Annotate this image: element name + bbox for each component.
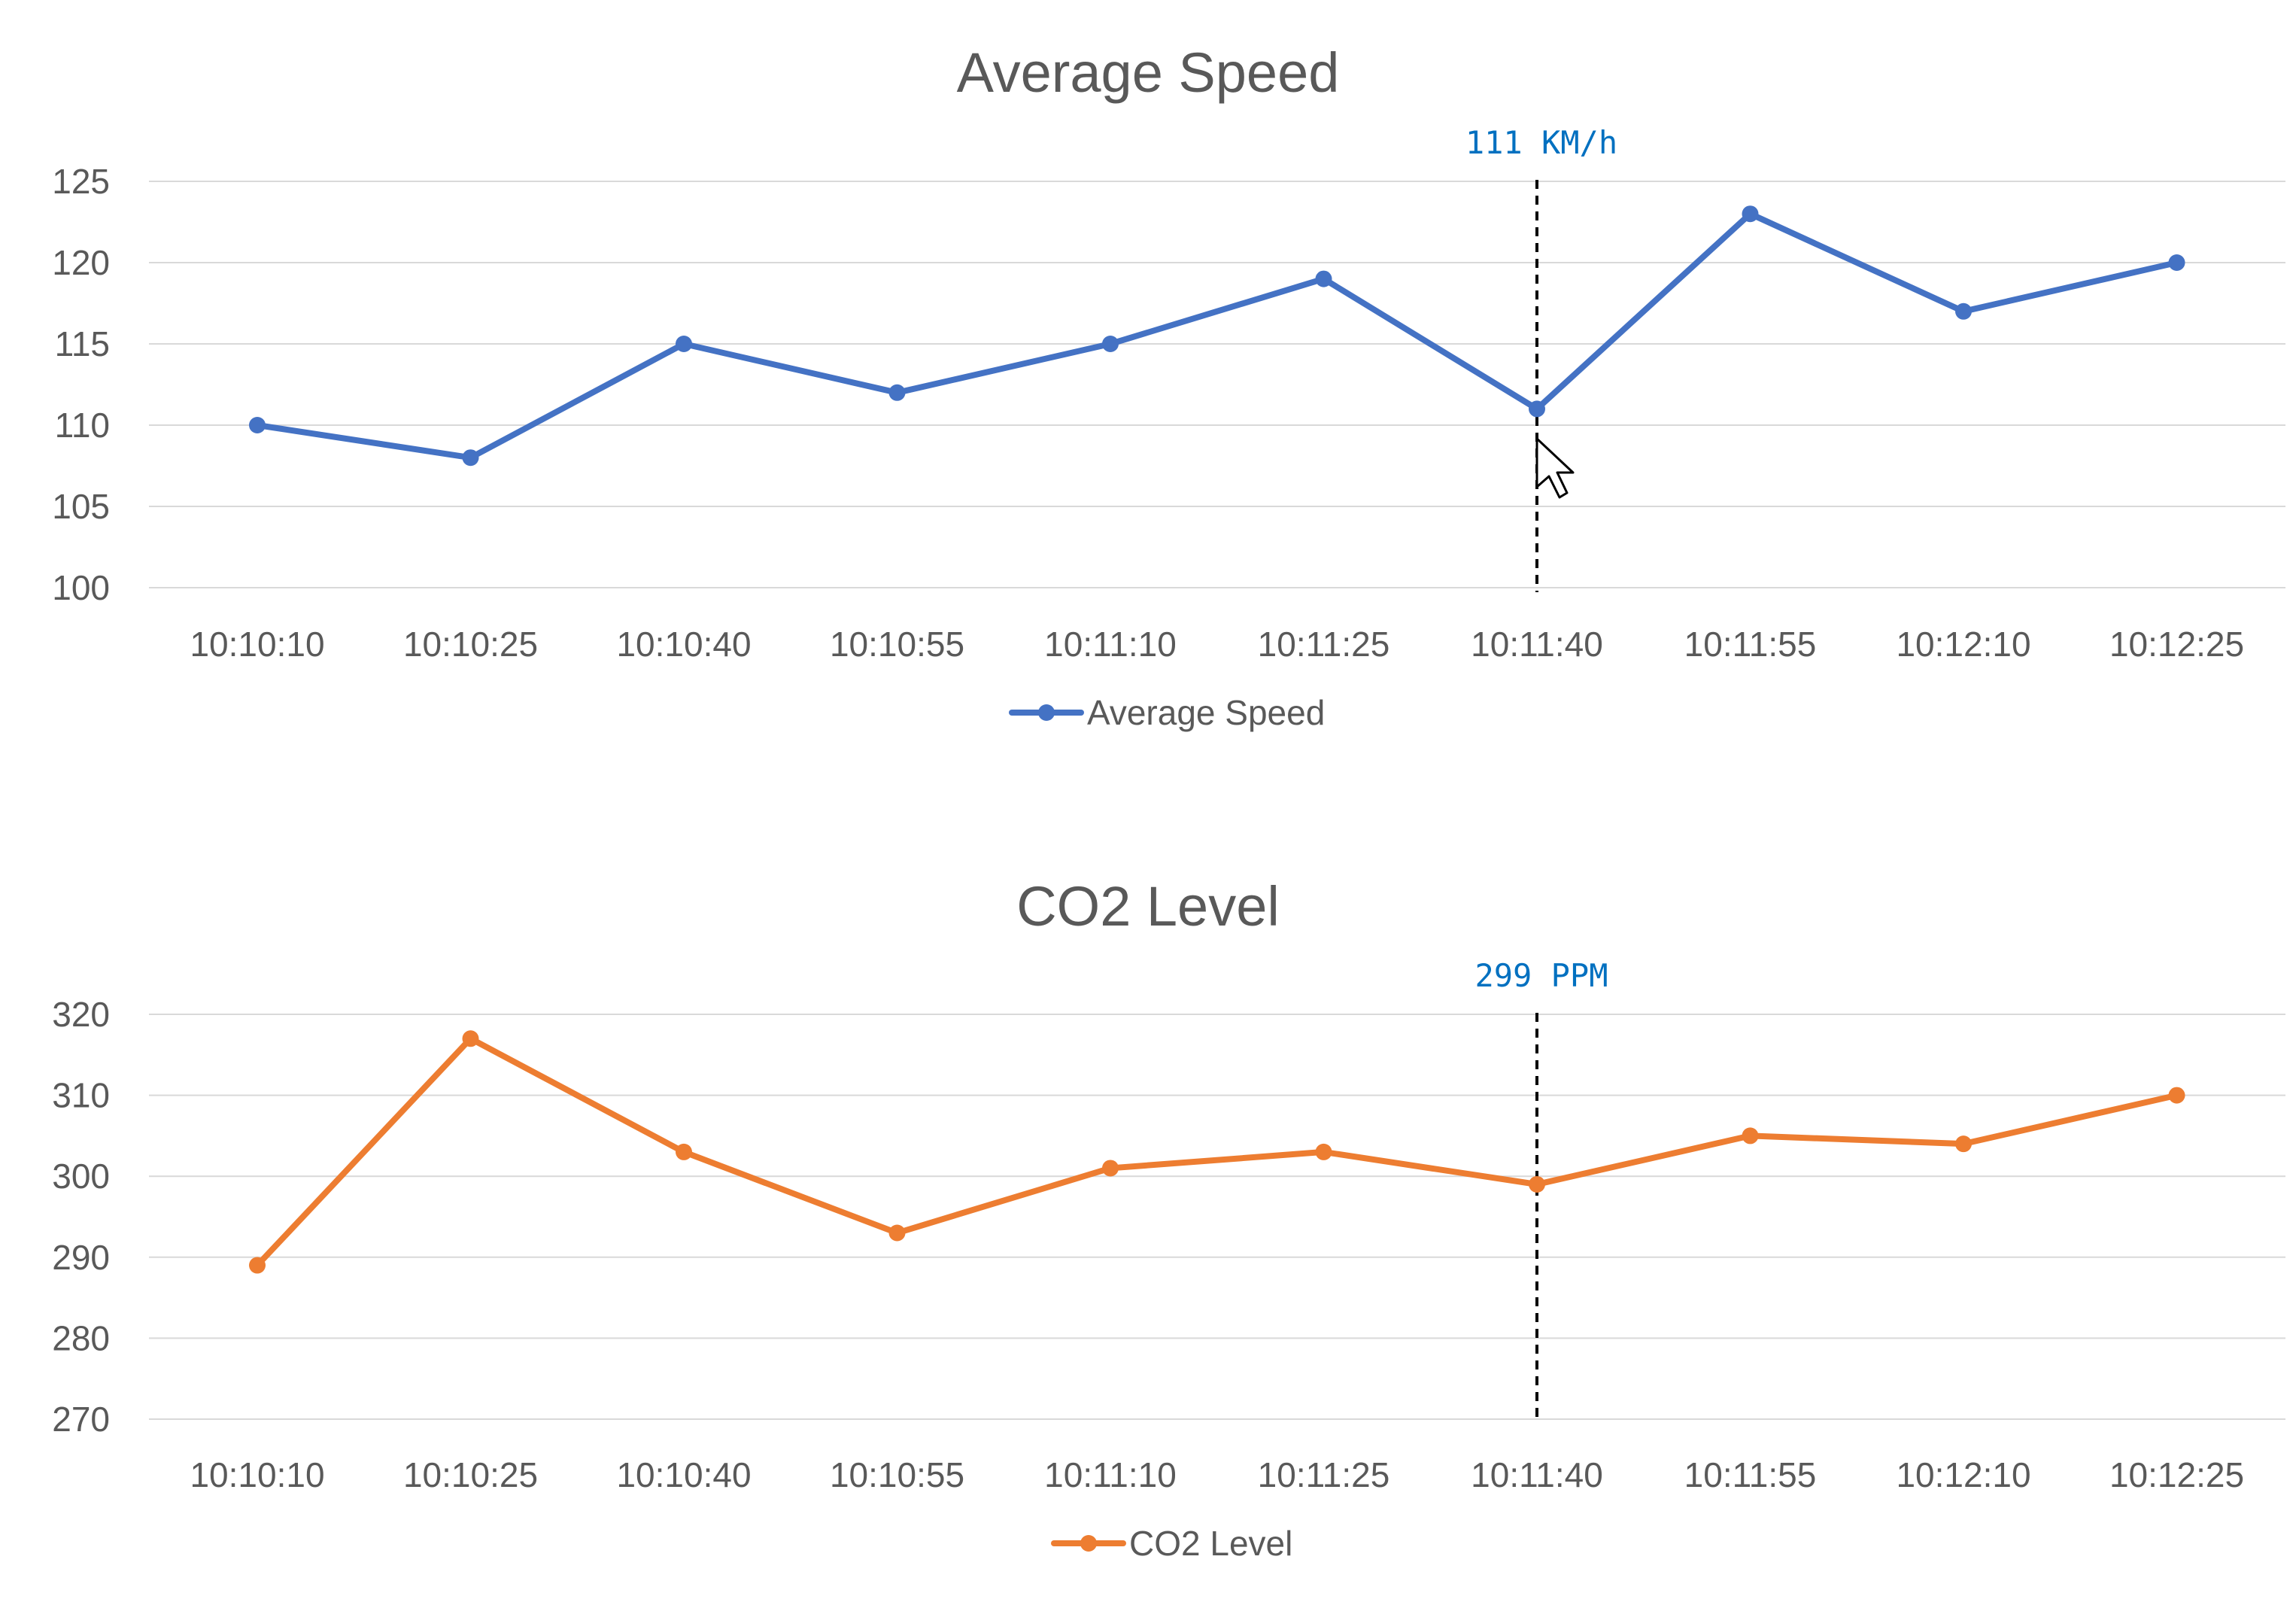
y-tick-label: 300 bbox=[52, 1157, 110, 1196]
legend-marker bbox=[1080, 1535, 1097, 1552]
data-point bbox=[1742, 1127, 1759, 1145]
y-tick-label: 115 bbox=[55, 324, 110, 363]
x-tick-label: 10:11:55 bbox=[1684, 625, 1817, 664]
x-tick-label: 10:11:25 bbox=[1258, 1455, 1390, 1494]
data-point bbox=[2168, 254, 2185, 271]
data-point bbox=[1955, 1135, 1972, 1153]
data-point bbox=[1955, 302, 1972, 320]
data-point bbox=[462, 449, 479, 467]
data-point bbox=[676, 336, 692, 352]
cursor-readout: 299 PPM bbox=[1474, 957, 1608, 994]
mouse-pointer-icon bbox=[1535, 437, 1575, 499]
data-point bbox=[888, 1224, 906, 1242]
data-point bbox=[1529, 1175, 1545, 1193]
x-tick-label: 10:10:10 bbox=[190, 1455, 324, 1494]
x-tick-label: 10:12:25 bbox=[2109, 1455, 2244, 1494]
x-tick-label: 10:12:10 bbox=[1896, 625, 2030, 664]
data-point bbox=[1315, 1143, 1332, 1160]
data-point bbox=[1742, 205, 1759, 223]
data-point bbox=[462, 1030, 479, 1047]
chart-title: CO2 Level bbox=[1016, 875, 1280, 938]
y-tick-label: 270 bbox=[52, 1400, 110, 1439]
y-tick-label: 310 bbox=[52, 1076, 110, 1115]
y-tick-label: 280 bbox=[52, 1318, 110, 1357]
y-tick-label: 290 bbox=[52, 1238, 110, 1277]
y-tick-label: 100 bbox=[52, 568, 110, 607]
data-point bbox=[1102, 1160, 1119, 1177]
x-tick-label: 10:11:40 bbox=[1471, 1455, 1603, 1494]
y-tick-label: 105 bbox=[52, 487, 110, 526]
series-line bbox=[254, 1035, 2180, 1269]
y-tick-label: 320 bbox=[52, 995, 110, 1034]
data-point bbox=[1529, 400, 1545, 418]
y-tick-label: 110 bbox=[55, 406, 110, 445]
x-tick-label: 10:11:25 bbox=[1258, 625, 1390, 664]
data-point bbox=[676, 1143, 692, 1160]
x-tick-label: 10:10:55 bbox=[830, 625, 964, 664]
legend-marker bbox=[1038, 704, 1055, 721]
x-tick-label: 10:12:10 bbox=[1896, 1455, 2030, 1494]
x-tick-label: 10:12:25 bbox=[2109, 625, 2244, 664]
x-tick-label: 10:10:25 bbox=[403, 1455, 538, 1494]
chart-panel-1: Average Speed 100 105 110 115 120 125 10:10:10 1… bbox=[52, 41, 2285, 732]
legend-label: CO2 Level bbox=[1129, 1524, 1292, 1563]
x-tick-label: 10:11:40 bbox=[1471, 625, 1603, 664]
data-point bbox=[1315, 270, 1332, 287]
x-tick-label: 10:10:25 bbox=[403, 625, 538, 664]
x-tick-label: 10:10:40 bbox=[616, 625, 751, 664]
x-tick-label: 10:11:10 bbox=[1044, 625, 1177, 664]
y-tick-label: 125 bbox=[52, 162, 110, 201]
chart-title: Average Speed bbox=[957, 41, 1340, 104]
x-tick-label: 10:11:55 bbox=[1684, 1455, 1817, 1494]
data-point bbox=[888, 384, 906, 401]
legend-label: Average Speed bbox=[1087, 693, 1325, 732]
series-line bbox=[254, 211, 2180, 461]
x-tick-label: 10:11:10 bbox=[1044, 1455, 1177, 1494]
x-tick-label: 10:10:40 bbox=[616, 1455, 751, 1494]
data-point bbox=[249, 1257, 266, 1274]
data-point bbox=[1102, 336, 1119, 352]
x-tick-label: 10:10:10 bbox=[190, 625, 324, 664]
chart-panel-2: CO2 Level 270 280 290 300 310 320 10:10:10 10:10… bbox=[52, 875, 2285, 1563]
data-point bbox=[249, 417, 266, 433]
y-tick-label: 120 bbox=[52, 243, 110, 282]
cursor-readout: 111 KM/h bbox=[1465, 124, 1617, 161]
data-point bbox=[2168, 1087, 2185, 1104]
x-tick-label: 10:10:55 bbox=[830, 1455, 964, 1494]
